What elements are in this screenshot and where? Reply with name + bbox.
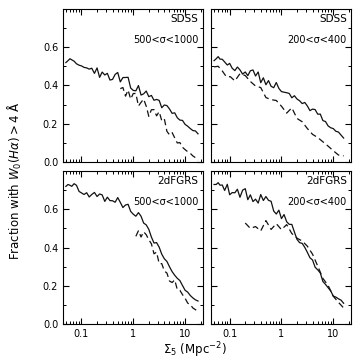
Text: SDSS: SDSS [171,14,199,24]
Text: $\Sigma_5$ (Mpc$^{-2}$): $\Sigma_5$ (Mpc$^{-2}$) [163,341,226,360]
Text: 2dFGRS: 2dFGRS [306,176,347,186]
Text: SDSS: SDSS [319,14,347,24]
Text: 500<σ<1000: 500<σ<1000 [133,197,199,207]
Text: 2dFGRS: 2dFGRS [158,176,199,186]
Text: 200<σ<400: 200<σ<400 [288,197,347,207]
Text: 200<σ<400: 200<σ<400 [288,35,347,45]
Text: Fraction with $W_0(H\alpha)>4$ Å: Fraction with $W_0(H\alpha)>4$ Å [5,102,23,260]
Text: 500<σ<1000: 500<σ<1000 [133,35,199,45]
